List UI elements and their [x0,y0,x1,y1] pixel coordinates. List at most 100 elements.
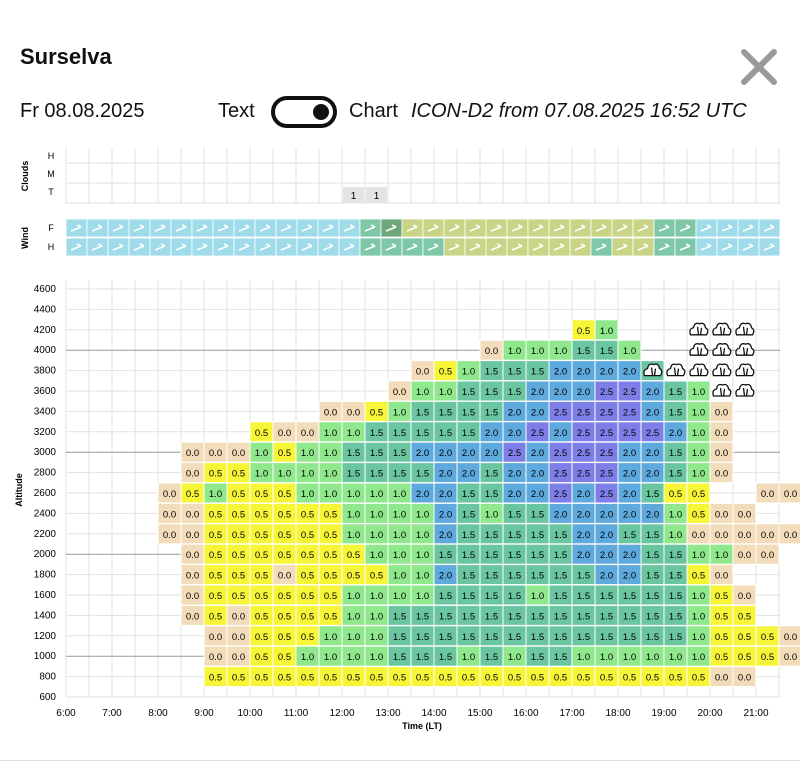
y-tick-label: 1000 [34,651,57,662]
cell-value: 0.0 [209,652,222,663]
cell-value: 0.5 [646,673,659,684]
wind-arrow-icon [91,243,103,251]
cell-value: 0.5 [278,673,291,684]
wind-arrow-icon [616,224,628,232]
wind-arrow-icon [721,243,733,251]
cell-value: 1.0 [692,428,705,439]
cell-value: 0.5 [669,489,682,500]
cell-value: 0.0 [186,571,199,582]
wind-arrow-icon [448,243,460,251]
cell-value: 1.5 [577,346,590,357]
cumulus-cloud-icon [712,322,732,336]
cell-value: 1.0 [301,489,314,500]
cell-value: 0.5 [301,571,314,582]
cloud-cell [366,187,387,203]
cell-value: 0.5 [255,509,268,520]
cell-value: 1.5 [554,530,567,541]
heatmap-cell [732,584,757,606]
cell-value: 1.0 [692,652,705,663]
cell-value: 0.5 [370,571,383,582]
wind-arrow-icon [385,224,397,232]
cell-value: 1.5 [347,469,360,480]
wind-arrow-icon [154,243,166,251]
wind-arrow-icon [658,243,670,251]
y-tick-label: 4600 [34,284,57,295]
cell-value: 1.0 [508,652,521,663]
cell-value: 0.0 [715,673,728,684]
close-icon[interactable] [738,46,780,88]
cell-value: 0.5 [232,530,245,541]
wind-arrow-icon [406,243,418,251]
wind-arrow-icon [427,224,439,232]
cell-value: 2.0 [600,367,613,378]
cell-value: 0.0 [232,611,245,622]
cell-value: 1.5 [439,632,452,643]
x-tick-label: 16:00 [513,708,538,719]
x-tick-label: 20:00 [697,708,722,719]
cell-value: 0.5 [347,571,360,582]
cumulus-cloud-icon [712,343,732,356]
cell-value: 0.5 [232,591,245,602]
text-mode-label[interactable]: Text [218,100,255,122]
cumulus-cloud-icon [712,383,732,397]
cell-value: 1.5 [439,611,452,622]
cell-value: 0.5 [623,673,636,684]
cell-value: 1.0 [370,489,383,500]
cell-value: 0.5 [577,673,590,684]
cell-value: 2.0 [646,407,659,418]
cell-value: 1.0 [692,611,705,622]
cell-value: 2.0 [531,489,544,500]
cell-value: 0.0 [692,530,705,541]
cell-value: 0.5 [278,509,291,520]
cell-value: 1.5 [669,550,682,561]
cell-value: 0.5 [209,673,222,684]
wind-arrow-icon [532,224,544,232]
cell-value: 1.5 [462,509,475,520]
cell-value: 2.0 [485,428,498,439]
cell-value: 1.0 [393,530,406,541]
cell-value: 2.5 [623,387,636,398]
cell-value: 2.0 [577,489,590,500]
cell-value: 1.0 [462,367,475,378]
cell-value: 1.5 [416,611,429,622]
cell-value: 2.5 [600,407,613,418]
cell-value: 1.5 [531,652,544,663]
cell-value: 1.5 [623,632,636,643]
y-tick-label: 2000 [34,549,57,560]
cell-value: 0.5 [462,673,475,684]
cell-value: 1.5 [462,591,475,602]
chart-mode-label[interactable]: Chart [349,100,398,122]
cell-value: 1.5 [393,428,406,439]
cell-value: 0.5 [715,591,728,602]
cell-value: 1.5 [416,428,429,439]
cell-value: 0.0 [186,448,199,459]
cell-value: 0.0 [186,550,199,561]
cell-value: 0.0 [784,530,797,541]
cell-value: 0.5 [278,632,291,643]
cell-value: 1.5 [554,632,567,643]
cell-value: 1.5 [462,387,475,398]
wind-arrow-icon [574,243,586,251]
cell-value: 0.5 [715,611,728,622]
cumulus-cloud-icon [735,322,755,336]
cell-value: 1.0 [393,591,406,602]
cell-value: 2.0 [600,509,613,520]
cell-value: 0.5 [301,611,314,622]
wind-arrow-icon [259,224,271,232]
cell-value: 1.5 [416,632,429,643]
cell-value: 1.5 [554,571,567,582]
cell-value: 2.0 [600,530,613,541]
cell-value: 0.0 [715,469,728,480]
view-toggle[interactable] [271,96,337,128]
wind-arrow-icon [280,224,292,232]
cell-value: 0.5 [301,673,314,684]
y-tick-label: 1200 [34,631,57,642]
cell-value: 0.5 [278,550,291,561]
cell-value: 1.5 [508,367,521,378]
wind-arrow-icon [301,243,313,251]
cell-value: 1.5 [531,509,544,520]
cell-value: 1.5 [508,632,521,643]
cell-value: 0.5 [209,591,222,602]
cell-value: 0.5 [324,611,337,622]
